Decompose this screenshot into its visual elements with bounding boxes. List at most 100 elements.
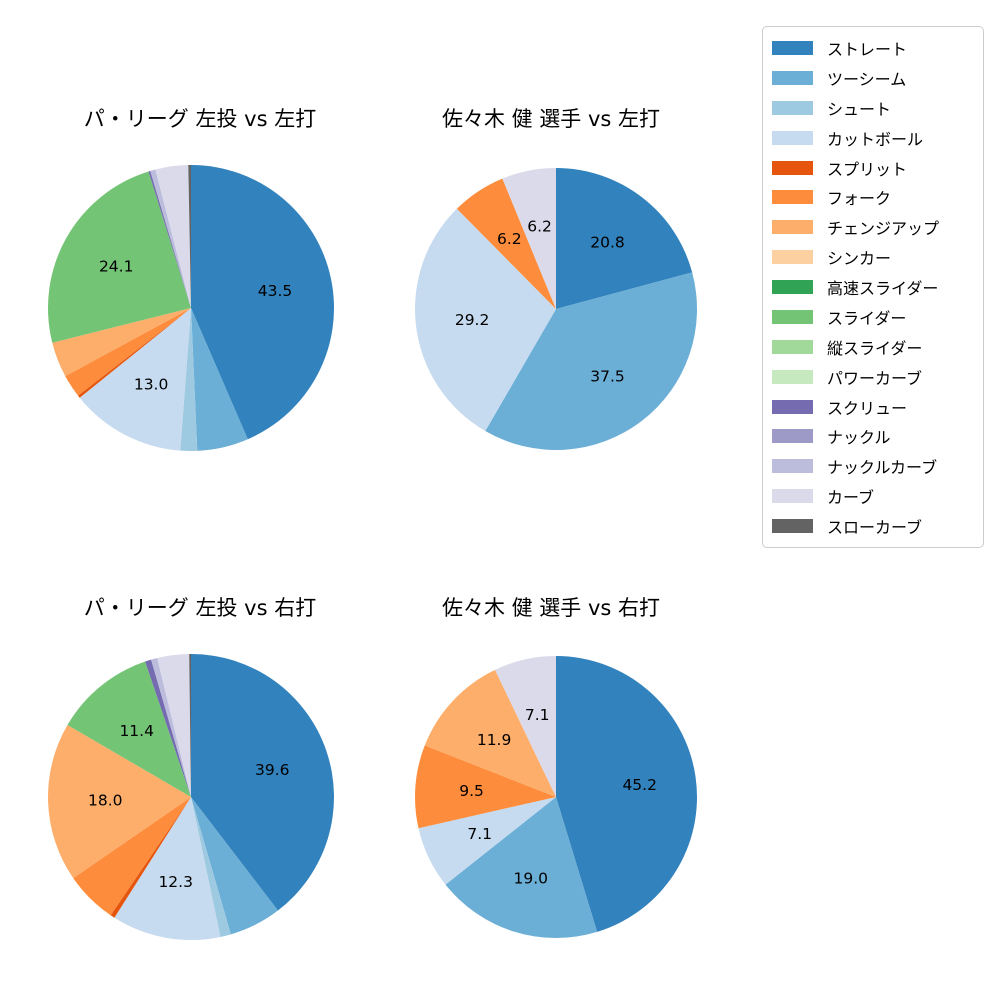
pie-slice-カーブ xyxy=(155,165,191,308)
legend-label: カットボール xyxy=(827,129,924,149)
pie-slice-ストレート xyxy=(191,165,335,440)
pct-label: 9.5 xyxy=(459,782,484,800)
legend-label: スローカーブ xyxy=(827,518,923,537)
pie-slice-カットボール xyxy=(418,797,556,885)
legend-swatch xyxy=(772,190,813,205)
legend-swatch xyxy=(772,70,813,85)
legend-item-縦スライダー: 縦スライダー xyxy=(772,335,974,359)
legend-swatch xyxy=(772,309,813,324)
pct-label: 18.0 xyxy=(88,792,123,810)
legend-box: ストレートツーシームシュートカットボール スプリットフォークチェンジアップ シンカー… xyxy=(762,26,984,548)
legend-label: ツーシーム xyxy=(827,69,907,89)
pie-slice-ストレート xyxy=(556,167,693,309)
pie-slice-カットボール xyxy=(79,308,191,451)
legend-swatch xyxy=(772,250,813,265)
pct-label: 39.6 xyxy=(255,761,290,779)
legend-item-スライダー: スライダー xyxy=(772,305,974,329)
legend-label: ナックル xyxy=(827,428,891,448)
legend-label: パワーカーブ xyxy=(827,368,923,388)
legend-item-スクリュー: スクリュー xyxy=(772,395,974,419)
pie-slice-ツーシーム xyxy=(191,308,248,451)
legend-item-ナックルカーブ: ナックルカーブ xyxy=(772,454,974,478)
pct-label: 12.3 xyxy=(158,873,193,891)
pie-slice-スプリット xyxy=(110,797,191,918)
legend-label: フォーク xyxy=(827,189,892,209)
legend-item-カットボール: カットボール xyxy=(772,126,974,150)
chart-title-sasaki-vs-right: 佐々木 健 選手 vs 右打 xyxy=(441,596,661,620)
pie-slice-カットボール xyxy=(415,208,556,431)
pie-slice-ストレート xyxy=(556,656,697,932)
legend-label: ストレート xyxy=(827,40,908,59)
legend-label: シンカー xyxy=(827,249,892,269)
legend-item-スローカーブ: スローカーブ xyxy=(772,514,974,538)
pie-slice-スライダー xyxy=(67,661,191,797)
pie-slice-カーブ xyxy=(157,654,191,797)
legend-label: チェンジアップ xyxy=(827,219,940,239)
legend-label: シュート xyxy=(827,99,892,119)
pie-slice-スローカーブ xyxy=(188,165,191,308)
legend-item-ツーシーム: ツーシーム xyxy=(772,66,974,90)
pct-label: 11.4 xyxy=(119,722,154,740)
pie-slice-ツーシーム xyxy=(191,797,278,935)
pct-label: 6.2 xyxy=(497,230,522,248)
legend-swatch xyxy=(772,489,813,504)
chart-title-pacific-vs-right: パ・リーグ 左投 vs 右打 xyxy=(83,596,317,620)
legend-swatch xyxy=(772,220,813,235)
pie-slice-スプリット xyxy=(78,308,191,398)
chart-title-pacific-vs-left: パ・リーグ 左投 vs 左打 xyxy=(83,107,317,131)
legend-swatch xyxy=(772,160,813,175)
pie-slice-チェンジアップ xyxy=(424,669,556,797)
legend-item-フォーク: フォーク xyxy=(772,185,974,209)
chart-title-sasaki-vs-left: 佐々木 健 選手 vs 左打 xyxy=(441,107,661,131)
legend-item-スプリット: スプリット xyxy=(772,156,974,180)
pct-label: 13.0 xyxy=(134,376,169,394)
pie-slice-ツーシーム xyxy=(485,272,698,451)
legend-label: カーブ xyxy=(827,488,875,508)
pie-slice-シュート xyxy=(191,797,231,937)
legend-swatch xyxy=(772,369,813,384)
legend-swatch xyxy=(772,41,813,55)
pie-slice-カーブ xyxy=(495,656,556,797)
legend-swatch xyxy=(772,280,813,294)
pie-slice-スクリュー xyxy=(148,170,191,308)
pie-slice-スクリュー xyxy=(145,659,191,797)
pct-label: 43.5 xyxy=(258,282,293,300)
pie-1: 20.8 37.5 29.2 6.2 6.2 xyxy=(415,167,698,451)
pct-label: 45.2 xyxy=(622,776,657,794)
pie-slice-フォーク xyxy=(73,797,191,916)
legend-item-カーブ: カーブ xyxy=(772,484,974,508)
legend-label: スライダー xyxy=(827,308,907,328)
legend-swatch xyxy=(772,519,813,533)
legend-label: スクリュー xyxy=(827,398,908,418)
legend-item-シンカー: シンカー xyxy=(772,245,974,269)
legend-item-パワーカーブ: パワーカーブ xyxy=(772,365,974,389)
pct-label: 29.2 xyxy=(455,311,490,329)
pie-slice-ナックルカーブ xyxy=(151,658,191,797)
pct-label: 6.2 xyxy=(527,218,552,236)
pie-slice-ナックルカーブ xyxy=(150,169,191,308)
legend-label: スプリット xyxy=(827,159,908,179)
legend-item-シュート: シュート xyxy=(772,96,974,120)
pie-slice-フォーク xyxy=(415,745,556,829)
pie-slice-ツーシーム xyxy=(445,797,598,938)
legend-item-ナックル: ナックル xyxy=(772,424,974,448)
pct-label: 37.5 xyxy=(590,368,625,386)
legend-item-チェンジアップ: チェンジアップ xyxy=(772,215,974,239)
pct-label: 24.1 xyxy=(99,258,134,276)
legend-swatch xyxy=(772,429,813,444)
pct-label: 20.8 xyxy=(590,233,625,251)
legend-swatch xyxy=(772,339,813,354)
legend-swatch xyxy=(772,130,813,145)
legend-swatch xyxy=(772,459,813,474)
legend-label: 縦スライダー xyxy=(827,338,923,358)
pie-slice-ストレート xyxy=(191,654,334,911)
pie-slice-チェンジアップ xyxy=(52,308,191,377)
legend-label: ナックルカーブ xyxy=(827,458,938,478)
legend-label: 高速スライダー xyxy=(827,279,939,298)
pct-label: 7.1 xyxy=(467,825,492,843)
pie-2: 39.6 12.3 18.0 11.4 xyxy=(47,654,334,941)
pie-slice-スローカーブ xyxy=(189,654,191,797)
pie-slice-カーブ xyxy=(502,168,556,309)
